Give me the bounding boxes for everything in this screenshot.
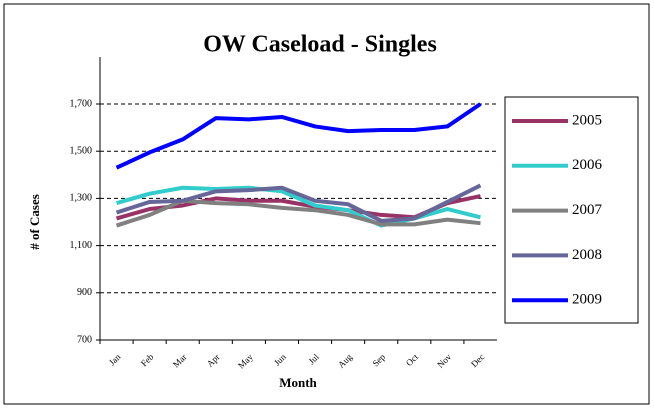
y-tick-label: 700	[77, 334, 92, 345]
y-tick-label: 900	[77, 287, 92, 298]
y-tick-label: 1,500	[70, 145, 93, 156]
legend-label: 2006	[572, 157, 603, 173]
y-tick-label: 1,300	[70, 193, 93, 204]
chart-title: OW Caseload - Singles	[203, 32, 437, 58]
y-axis-label: # of Cases	[27, 194, 42, 250]
series-line	[115, 102, 482, 170]
y-tick-label: 1,700	[70, 98, 93, 109]
legend-label: 2005	[572, 112, 602, 128]
legend-label: 2009	[572, 292, 602, 308]
x-axis-label: Month	[279, 375, 317, 390]
legend-label: 2008	[572, 247, 602, 263]
series-line	[115, 183, 482, 223]
series-line	[115, 198, 481, 228]
y-tick-label: 1,100	[70, 240, 93, 251]
legend-label: 2007	[572, 202, 603, 218]
